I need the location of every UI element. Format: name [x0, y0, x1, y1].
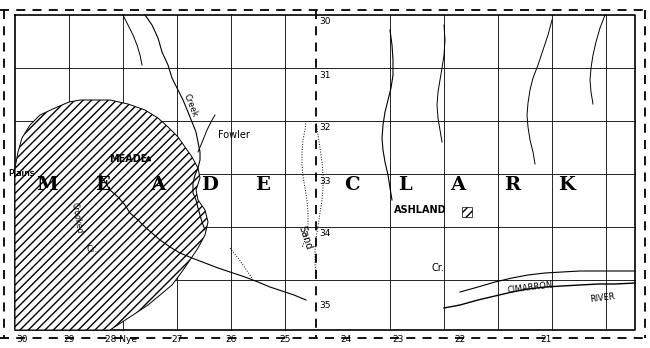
Text: 23: 23	[393, 335, 404, 345]
Text: E: E	[94, 176, 109, 194]
Text: 26: 26	[226, 335, 237, 345]
Text: CIMARRON: CIMARRON	[506, 281, 553, 295]
Text: 30: 30	[16, 335, 28, 345]
Text: MEADE: MEADE	[109, 154, 147, 164]
Text: E: E	[255, 176, 270, 194]
Text: RIVER: RIVER	[589, 292, 615, 304]
Polygon shape	[462, 207, 472, 217]
Text: 24: 24	[341, 335, 352, 345]
Text: D: D	[202, 176, 218, 194]
Text: Cr.: Cr.	[86, 245, 98, 254]
Text: R: R	[504, 176, 520, 194]
Text: C: C	[344, 176, 360, 194]
Text: Creek: Creek	[181, 92, 199, 118]
Text: 31: 31	[319, 71, 331, 79]
Polygon shape	[15, 100, 208, 330]
Text: Crooked: Crooked	[70, 202, 84, 234]
Text: 34: 34	[319, 229, 331, 238]
Text: ASHLAND: ASHLAND	[395, 205, 447, 215]
Text: 35: 35	[319, 301, 331, 309]
Text: Sand: Sand	[296, 225, 313, 251]
Text: 32: 32	[319, 124, 331, 133]
Text: 27: 27	[172, 335, 183, 345]
Text: 25: 25	[280, 335, 291, 345]
Text: 30: 30	[319, 17, 331, 26]
Text: Fowler: Fowler	[218, 130, 250, 140]
Text: Plains: Plains	[8, 169, 34, 179]
Text: 28 Nye: 28 Nye	[105, 335, 137, 345]
Text: Cr.: Cr.	[432, 263, 445, 273]
Text: M: M	[36, 176, 58, 194]
Text: 33: 33	[319, 176, 331, 185]
Text: A: A	[150, 176, 166, 194]
Text: Plains: Plains	[8, 169, 34, 179]
Text: 22: 22	[454, 335, 465, 345]
Text: L: L	[398, 176, 412, 194]
Text: 21: 21	[540, 335, 552, 345]
Text: 29: 29	[63, 335, 75, 345]
Text: K: K	[558, 176, 575, 194]
Text: A: A	[450, 176, 465, 194]
